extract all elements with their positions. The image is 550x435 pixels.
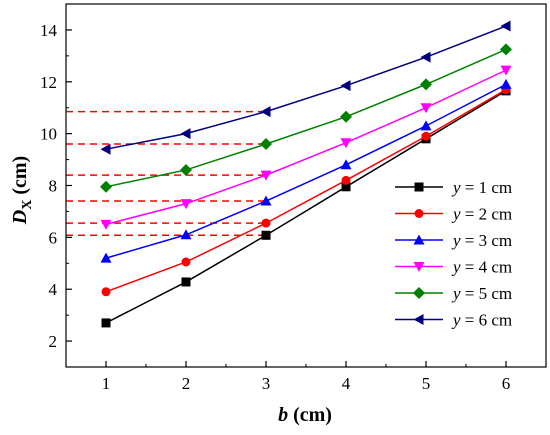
series-line (105, 90, 507, 324)
y-tick-label: 4 (49, 280, 58, 299)
data-point (500, 43, 512, 56)
legend-label: y = 3 cm (451, 231, 512, 250)
legend-marker (413, 234, 425, 245)
data-point (100, 180, 112, 193)
y-tick-label: 10 (40, 125, 57, 144)
series-6 (100, 20, 511, 155)
data-point (180, 199, 192, 210)
data-point (100, 219, 112, 230)
x-tick-label: 3 (262, 374, 271, 393)
series-5 (100, 43, 512, 193)
data-point (420, 103, 432, 114)
legend-item: y = 5 cm (395, 284, 512, 303)
series-line (105, 25, 507, 150)
legend-item: y = 6 cm (395, 311, 512, 330)
data-point (261, 218, 271, 228)
series-line (105, 88, 507, 293)
series-line (105, 83, 507, 259)
data-point (100, 143, 111, 155)
data-point (261, 230, 271, 240)
series-layer (100, 20, 512, 328)
data-point (420, 51, 431, 63)
data-point (260, 170, 272, 181)
data-point (101, 318, 111, 328)
x-axis-title: b (cm) (278, 404, 332, 426)
data-point (101, 287, 111, 297)
data-point (340, 159, 352, 170)
x-tick-label: 2 (182, 374, 191, 393)
series-2 (101, 85, 511, 297)
data-point (500, 78, 512, 89)
x-tick-label: 4 (342, 374, 351, 393)
x-tick-label: 6 (502, 374, 511, 393)
data-point (260, 106, 271, 118)
y-tick-label: 6 (49, 228, 58, 247)
y-tick-label: 12 (40, 73, 57, 92)
y-tick-label: 8 (49, 177, 58, 196)
legend-label: y = 2 cm (451, 205, 512, 224)
legend-label: y = 1 cm (451, 178, 512, 197)
data-point (341, 175, 351, 185)
data-point (340, 110, 352, 123)
y-axis-title: DX (cm) (9, 156, 35, 225)
y-tick-label: 14 (40, 21, 58, 40)
data-point (340, 138, 352, 149)
series-line (105, 48, 507, 188)
data-point (500, 65, 512, 76)
legend-marker (414, 209, 424, 218)
legend-item: y = 2 cm (395, 205, 512, 224)
legend-label: y = 5 cm (451, 284, 512, 303)
data-point (341, 182, 351, 192)
series-line (105, 69, 507, 226)
legend-marker (413, 287, 425, 299)
data-point (340, 80, 351, 92)
legend-item: y = 1 cm (395, 178, 512, 197)
legend-marker (413, 314, 424, 325)
data-point (181, 277, 191, 287)
legend-item: y = 3 cm (395, 231, 512, 250)
series-4 (100, 65, 512, 230)
data-point (180, 128, 191, 140)
data-point (500, 20, 511, 32)
x-tick-label: 1 (102, 374, 111, 393)
legend-marker (413, 262, 425, 272)
data-point (260, 138, 272, 151)
legend: y = 1 cm y = 2 cm y = 3 cm y = 4 cm y = 5 cm… (395, 178, 512, 330)
series-3 (100, 78, 512, 263)
legend-item: y = 4 cm (395, 258, 512, 277)
data-point (100, 252, 112, 263)
data-point (180, 163, 192, 176)
reference-lines (66, 110, 266, 237)
legend-label: y = 4 cm (451, 258, 512, 277)
y-tick-label: 2 (49, 332, 58, 351)
data-point (421, 131, 431, 141)
x-tick-label: 5 (422, 374, 431, 393)
legend-marker (414, 182, 424, 192)
data-point (260, 195, 272, 206)
legend-label: y = 6 cm (451, 311, 512, 330)
data-point (420, 120, 432, 131)
data-point (180, 229, 192, 240)
data-point (181, 257, 191, 267)
data-point (420, 78, 432, 91)
